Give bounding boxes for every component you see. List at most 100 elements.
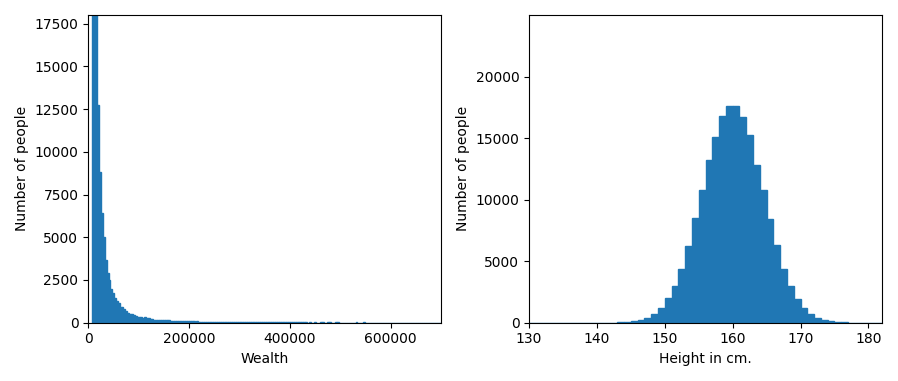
Bar xyxy=(238,322,240,323)
Bar xyxy=(110,289,112,323)
Bar xyxy=(95,0,97,323)
Bar xyxy=(166,320,169,323)
Bar xyxy=(119,307,121,323)
Bar xyxy=(193,322,195,323)
Bar xyxy=(278,322,281,323)
Bar xyxy=(233,322,236,323)
Bar xyxy=(719,116,726,323)
Bar xyxy=(142,318,144,323)
Bar xyxy=(131,314,133,323)
Bar xyxy=(99,172,101,323)
Bar xyxy=(281,322,283,323)
Bar xyxy=(245,322,247,323)
Bar xyxy=(112,293,114,323)
Bar xyxy=(116,301,118,323)
Bar xyxy=(678,269,685,323)
Bar xyxy=(209,322,211,323)
Bar xyxy=(828,322,834,323)
Bar xyxy=(163,320,164,323)
Bar xyxy=(135,316,136,323)
Bar xyxy=(692,218,699,323)
Bar xyxy=(760,190,767,323)
Bar xyxy=(140,317,142,323)
Bar xyxy=(161,320,163,323)
Bar xyxy=(271,322,273,323)
Bar xyxy=(658,308,665,323)
Bar xyxy=(739,117,746,323)
Bar xyxy=(195,322,197,323)
Bar xyxy=(146,318,148,323)
Bar xyxy=(259,322,260,323)
Bar xyxy=(150,319,152,323)
Bar xyxy=(638,320,645,323)
Bar xyxy=(226,322,228,323)
Bar xyxy=(262,322,264,323)
Bar xyxy=(93,0,95,323)
Bar xyxy=(814,318,821,323)
Bar xyxy=(232,322,233,323)
Bar xyxy=(126,311,128,323)
Bar xyxy=(169,320,171,323)
Bar xyxy=(651,314,658,323)
Bar xyxy=(228,322,230,323)
Bar xyxy=(726,106,733,323)
Bar xyxy=(200,322,202,323)
Bar xyxy=(834,322,841,323)
Bar xyxy=(285,322,286,323)
Bar xyxy=(101,213,103,323)
Bar xyxy=(154,320,155,323)
Bar xyxy=(773,245,780,323)
Bar xyxy=(821,320,828,323)
Bar xyxy=(800,308,807,323)
Bar xyxy=(164,320,166,323)
Bar xyxy=(105,260,107,323)
Bar xyxy=(217,322,219,323)
Bar xyxy=(138,317,140,323)
Y-axis label: Number of people: Number of people xyxy=(456,106,470,231)
Bar xyxy=(214,322,216,323)
Bar xyxy=(189,321,191,323)
Bar xyxy=(180,321,181,323)
Bar xyxy=(159,320,161,323)
Bar xyxy=(92,0,93,323)
Bar xyxy=(183,321,185,323)
Bar xyxy=(753,165,760,323)
Bar xyxy=(174,321,176,323)
Bar xyxy=(185,321,187,323)
Bar xyxy=(155,320,157,323)
Bar xyxy=(144,317,146,323)
Bar xyxy=(699,190,706,323)
Bar xyxy=(103,237,105,323)
Bar xyxy=(204,322,206,323)
Bar xyxy=(767,219,773,323)
Bar xyxy=(807,314,814,323)
Bar xyxy=(211,322,214,323)
Bar xyxy=(109,280,110,323)
Bar xyxy=(219,322,221,323)
Bar xyxy=(685,247,692,323)
Bar xyxy=(216,322,217,323)
Bar xyxy=(172,321,174,323)
Bar xyxy=(197,322,198,323)
Bar xyxy=(128,313,129,323)
Bar xyxy=(631,321,638,323)
Bar xyxy=(133,315,135,323)
Bar xyxy=(157,320,159,323)
Bar xyxy=(136,317,138,323)
Bar xyxy=(187,321,189,323)
Bar xyxy=(224,322,226,323)
Bar xyxy=(152,319,154,323)
Bar xyxy=(207,322,209,323)
Bar xyxy=(256,322,259,323)
Bar xyxy=(198,322,200,323)
Bar xyxy=(665,298,672,323)
Bar xyxy=(171,320,172,323)
Bar xyxy=(240,322,242,323)
Bar xyxy=(746,135,753,323)
X-axis label: Height in cm.: Height in cm. xyxy=(659,352,752,366)
Bar xyxy=(243,322,245,323)
Bar xyxy=(124,309,126,323)
Bar xyxy=(780,269,787,323)
Bar xyxy=(107,273,109,323)
Bar xyxy=(794,299,800,323)
